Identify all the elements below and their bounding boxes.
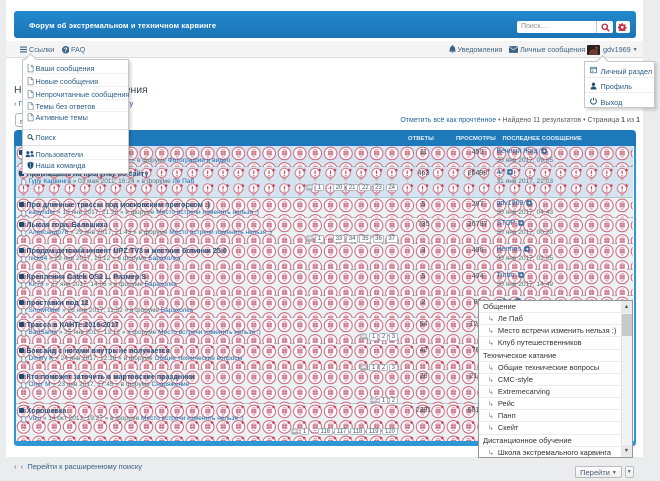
svg-text:?: ? bbox=[63, 48, 67, 54]
